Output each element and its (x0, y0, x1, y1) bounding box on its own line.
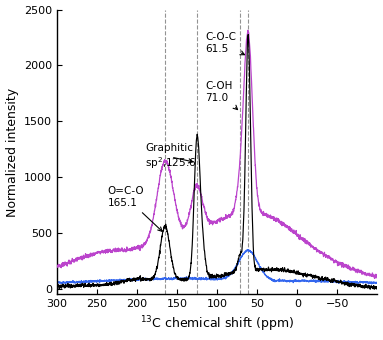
X-axis label: $^{13}$C chemical shift (ppm): $^{13}$C chemical shift (ppm) (140, 315, 295, 335)
Text: Graphitic
sp$^2$,125.6: Graphitic sp$^2$,125.6 (145, 143, 196, 171)
Text: O=C-O
165.1: O=C-O 165.1 (108, 186, 162, 231)
Text: C-OH
71.0: C-OH 71.0 (205, 81, 237, 109)
Y-axis label: Normalized intensity: Normalized intensity (6, 87, 18, 217)
Text: C-O-C
61.5: C-O-C 61.5 (205, 32, 244, 55)
